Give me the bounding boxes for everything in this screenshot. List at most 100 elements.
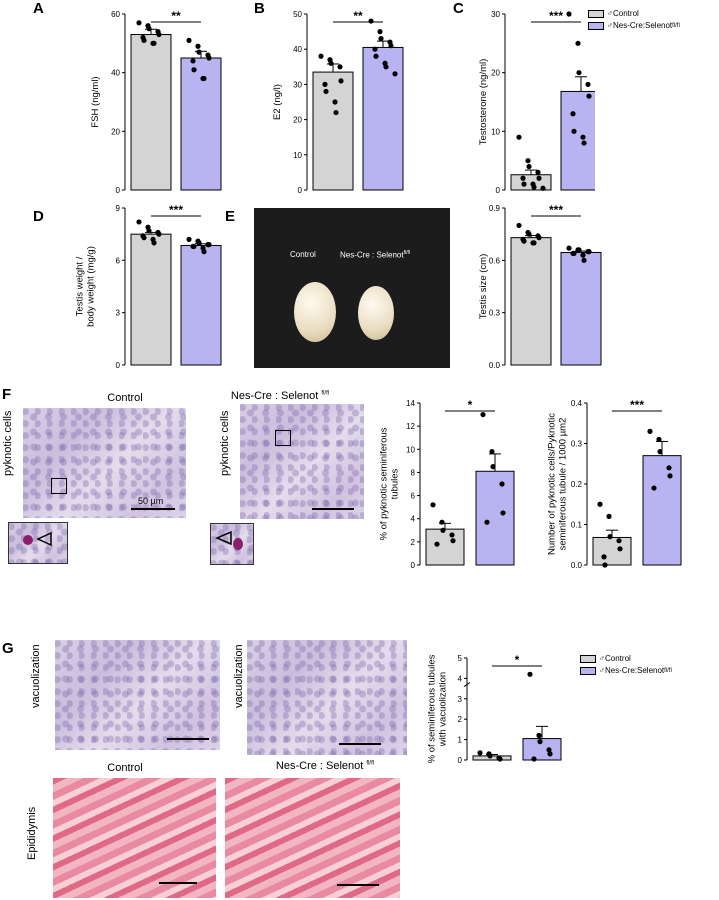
bar-e-knockout <box>560 251 602 366</box>
data-point-b <box>323 88 329 95</box>
data-point-c <box>586 93 592 99</box>
data-point-f2 <box>667 473 673 479</box>
pyknotic-cell-knockout <box>233 538 243 550</box>
data-point-b <box>383 64 389 70</box>
y-tick-label-g: 1 <box>458 736 463 745</box>
y-tick-label-b: 30 <box>293 80 302 89</box>
data-point-g <box>547 751 553 757</box>
data-point-d <box>186 236 192 242</box>
data-point-f2 <box>617 546 623 552</box>
data-point-b <box>337 64 343 70</box>
bar-f2-knockout <box>642 455 682 566</box>
data-point-f1 <box>440 527 446 533</box>
histology-g-control <box>55 640 220 750</box>
y-tick-label-e: 0.3 <box>489 309 501 318</box>
data-point-a <box>186 37 192 44</box>
data-point-g <box>537 739 543 745</box>
histology-f-control: 50 µm <box>23 408 186 518</box>
bar-f1-control <box>425 528 465 566</box>
data-point-f2 <box>607 534 613 540</box>
data-point-c <box>540 185 546 191</box>
y-axis-label-f2: seminiferous tubule / 1000 µm2 <box>558 418 569 551</box>
arrowhead-icon-2 <box>215 530 232 546</box>
panel-letter-e: E <box>225 208 236 225</box>
panel-letter-g: G <box>2 640 14 657</box>
bar-f2-control <box>592 536 632 566</box>
scale-bar-epi-control <box>159 882 197 884</box>
data-point-f2 <box>666 465 672 471</box>
data-point-c <box>585 81 591 87</box>
data-point-a <box>191 67 197 73</box>
y-tick-label-f1: 6 <box>411 492 416 501</box>
panel-letter-d: D <box>33 208 44 225</box>
photo-g-side-1: vacuolization <box>30 644 42 708</box>
data-point-e <box>571 250 577 256</box>
legend-g-swatch-knockout <box>580 666 596 675</box>
y-axis-label-g: with vacuolization <box>438 672 449 747</box>
y-axis-label-d: body weight (mg/g) <box>86 246 97 327</box>
y-tick-label-b: 50 <box>293 10 302 19</box>
y-tick-label-d: 3 <box>116 309 121 318</box>
testis-control <box>294 282 336 342</box>
zoom-box-knockout <box>275 430 291 446</box>
panel-letter-a: A <box>33 0 44 17</box>
legend-swatch-knockout <box>588 21 604 30</box>
y-tick-label-d: 9 <box>116 204 121 213</box>
data-point-b <box>377 29 383 35</box>
data-point-d <box>206 242 212 248</box>
photo-e-label-knockout-main: Nes-Cre : Selenot <box>340 250 404 260</box>
photo-f-title-knockout: Nes-Cre : Selenot fl/fl <box>200 390 360 402</box>
data-point-e <box>580 252 586 258</box>
bar-d-knockout <box>180 245 222 366</box>
data-point-b <box>368 18 374 24</box>
y-tick-label-f2: 0.3 <box>571 440 583 449</box>
data-point-a <box>201 75 207 82</box>
y-tick-label-f1: 8 <box>411 468 416 477</box>
histology-epididymis-knockout <box>225 778 400 898</box>
legend-g: ♂Control ♂Nes-Cre:Selenot fl/fl <box>580 654 672 675</box>
y-tick-label-f1: 14 <box>406 399 415 408</box>
y-tick-label-d: 6 <box>116 256 121 265</box>
y-axis-label-f2: Number of pyknotic cells/Pyknotic <box>547 413 558 555</box>
zoom-box-control <box>51 478 67 494</box>
inset-f-control <box>8 522 68 564</box>
data-point-g <box>546 747 552 753</box>
data-point-c <box>576 70 582 76</box>
data-point-e <box>516 222 522 229</box>
data-point-a <box>196 49 202 55</box>
y-tick-label-f1: 2 <box>411 538 416 547</box>
data-point-e <box>586 249 592 255</box>
y-axis-label-c: Testosterone (ng/ml) <box>478 59 489 146</box>
legend-item-knockout: ♂Nes-Cre:Selenot fl/fl <box>588 21 680 30</box>
data-point-b <box>392 71 398 77</box>
bar-e-control <box>510 237 552 366</box>
data-point-b <box>332 99 338 105</box>
data-point-a <box>136 20 142 26</box>
y-tick-label-a: 60 <box>111 10 120 19</box>
data-point-g <box>527 671 533 677</box>
data-point-d <box>196 240 202 246</box>
data-point-e <box>531 240 537 246</box>
photo-g-epi-title-control: Control <box>107 762 143 774</box>
data-point-c <box>571 128 577 134</box>
photo-f-title-knockout-sup: fl/fl <box>321 390 330 397</box>
data-point-e <box>581 257 587 263</box>
data-point-g <box>536 732 542 739</box>
data-point-a <box>206 55 212 61</box>
data-point-f1 <box>484 519 490 525</box>
data-point-f2 <box>647 428 653 434</box>
chart-pyknotic-cells: 0.0 0.1 0.2 0.3 0.4 Number of pyknotic cells/… <box>547 398 682 570</box>
y-axis-label-g: % of seminiferous tubules <box>427 654 438 763</box>
data-point-f2 <box>606 513 612 519</box>
photo-f-title-control: Control <box>107 392 143 404</box>
data-point-f2 <box>601 554 607 560</box>
histology-g-knockout <box>247 640 407 755</box>
chart-testosterone: 0 10 20 30 Testosterone (ng/ml) *** <box>478 9 595 195</box>
bar-b-knockout <box>362 46 404 191</box>
data-point-c <box>570 111 576 117</box>
data-point-f1 <box>500 510 506 516</box>
data-point-d <box>146 228 152 234</box>
scale-bar-g-control <box>167 738 209 740</box>
inset-f-knockout <box>210 523 254 565</box>
significance-label-g: * <box>515 653 520 667</box>
